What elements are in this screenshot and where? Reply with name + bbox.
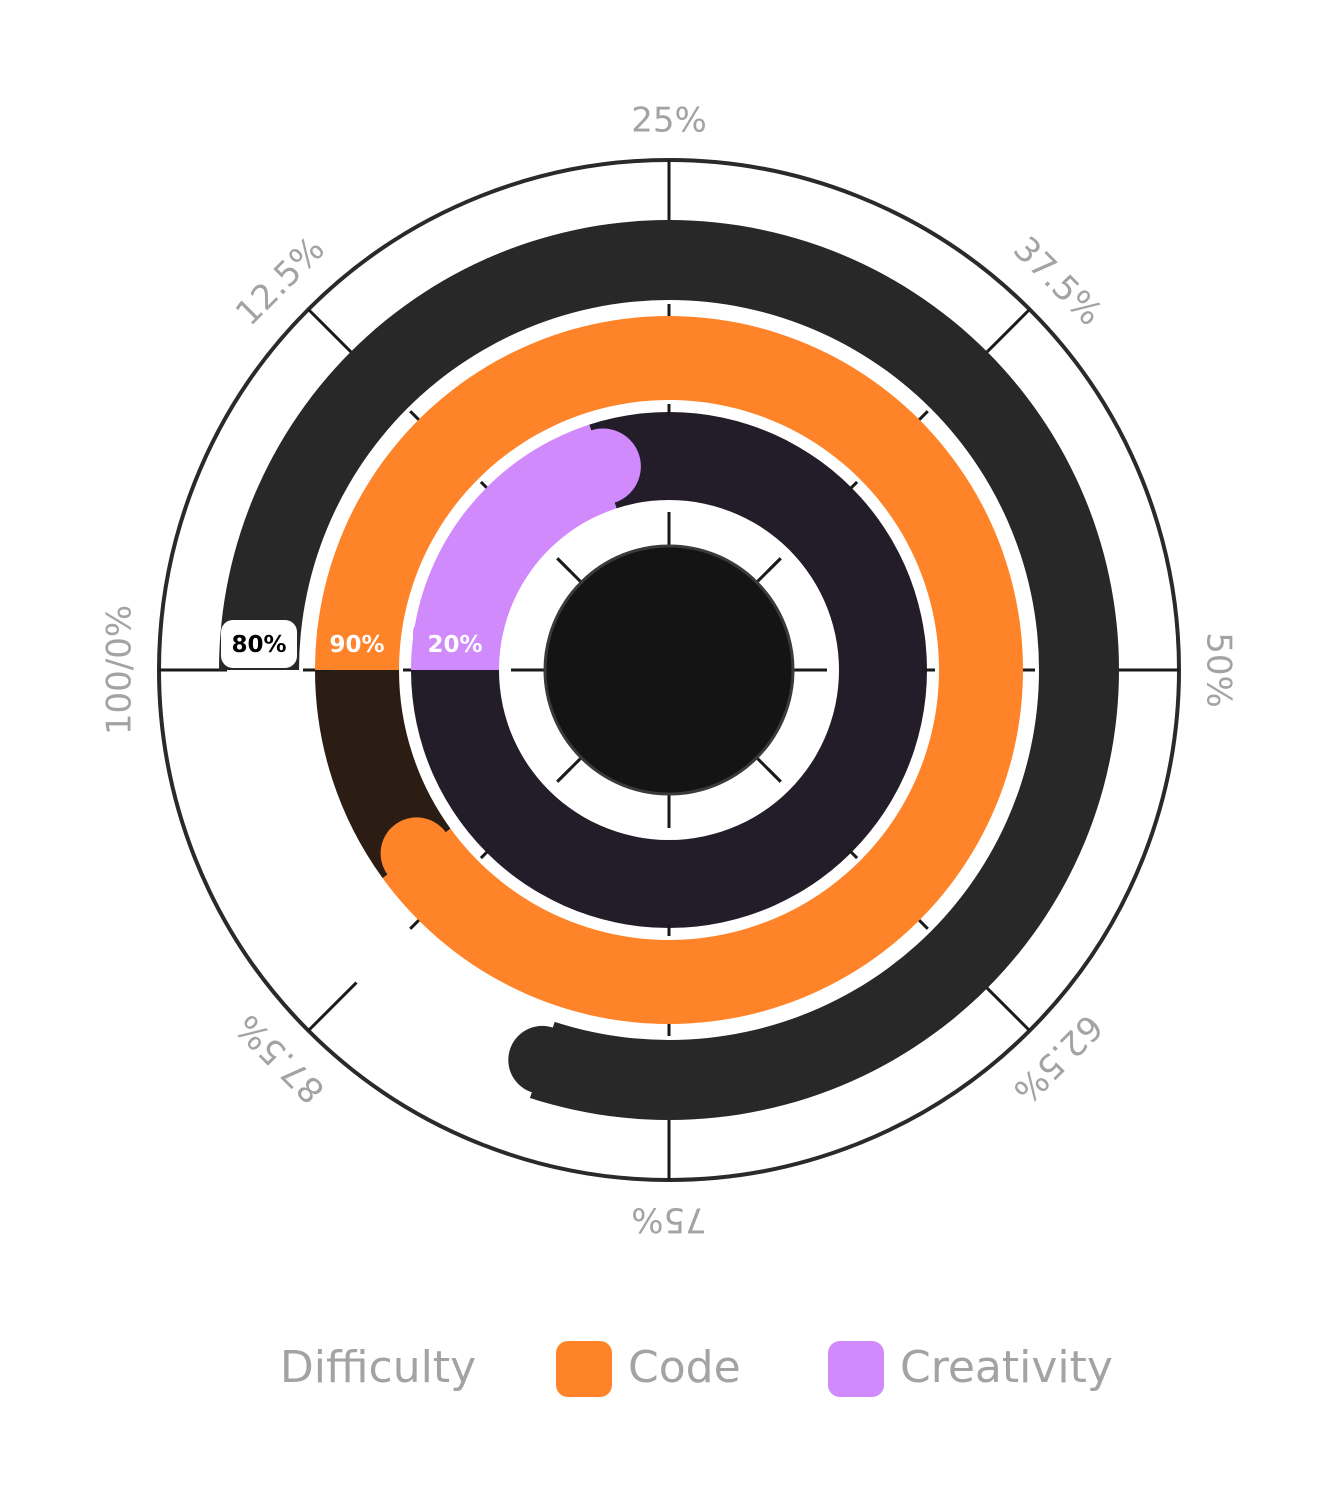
legend: Difficulty Code Creativity <box>280 1341 1113 1397</box>
track-creativity <box>411 412 927 929</box>
legend-label-difficulty: Difficulty <box>280 1342 476 1393</box>
scale-label-0: 100/0% <box>100 605 140 735</box>
legend-label-creativity: Creativity <box>900 1342 1113 1393</box>
legend-label-code: Code <box>628 1342 741 1393</box>
value-label-difficulty: 80% <box>231 632 286 658</box>
tick-5-0 <box>980 981 1031 1032</box>
value-label-creativity: 20% <box>427 632 482 658</box>
value-label-code: 90% <box>329 632 384 658</box>
scale-label-2: 25% <box>631 101 707 141</box>
tick-5-2 <box>847 848 859 860</box>
tick-1-0 <box>307 308 358 359</box>
bar-cap-code <box>380 817 453 890</box>
ring-bars <box>219 219 1119 1121</box>
tick-3-0 <box>980 308 1031 359</box>
legend-swatch-code <box>556 1341 612 1397</box>
center-circle <box>543 544 795 796</box>
track-difficulty <box>219 670 555 1098</box>
tick-7-2 <box>479 848 491 860</box>
value-labels: 80% 90% 20% <box>221 620 497 668</box>
legend-swatch-creativity <box>828 1341 884 1397</box>
scale-label-6: 75% <box>631 1200 707 1240</box>
bar-cap-difficulty <box>508 1025 577 1094</box>
inner-tick-1 <box>556 557 583 584</box>
tick-3-2 <box>847 480 859 492</box>
bar-cap-creativity <box>564 428 641 505</box>
tick-7-0 <box>307 981 358 1032</box>
inner-tick-3 <box>755 557 782 584</box>
bar-creativity <box>411 424 617 670</box>
value-pill-code <box>317 620 397 668</box>
scale-label-4: 50% <box>1199 632 1239 708</box>
value-pill-creativity <box>413 620 497 668</box>
value-pill-difficulty <box>221 620 297 668</box>
center-disc <box>543 544 795 796</box>
inner-tick-7 <box>556 756 583 783</box>
inner-tick-5 <box>755 756 782 783</box>
